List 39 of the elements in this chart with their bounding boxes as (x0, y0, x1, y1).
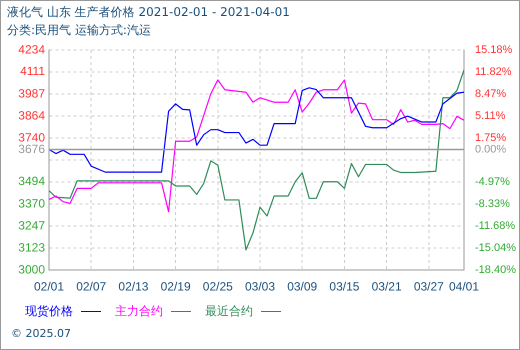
chart-subtitle: 分类:民用气 运输方式:汽运 (7, 22, 151, 39)
y2-tick-label: -8.33% (475, 198, 510, 210)
y2-tick-label: 15.18% (475, 44, 513, 56)
y-tick-label: 3370 (18, 196, 46, 210)
y2-tick-label: 11.82% (475, 66, 512, 78)
y-tick-label: 3247 (18, 218, 46, 232)
x-tick-label: 03/09 (287, 280, 318, 294)
y-tick-label: 3123 (18, 240, 46, 254)
chart-title: 液化气 山东 生产者价格 2021-02-01 - 2021-04-01 (7, 4, 290, 21)
y-tick-label: 3740 (18, 130, 46, 144)
y2-tick-label: 5.11% (475, 110, 506, 122)
y2-tick-label: -11.68% (475, 220, 516, 232)
legend-label: 主力合约 (115, 303, 163, 320)
y2-tick-label: 8.47% (475, 88, 506, 100)
x-tick-label: 02/19 (160, 280, 191, 294)
text: © 2025.07 (11, 327, 71, 340)
y2-tick-label: 0.00% (475, 143, 506, 156)
legend-label: 最近合约 (205, 303, 253, 320)
y2-tick-label: -18.40% (475, 264, 516, 276)
legend-label: 现货价格 (25, 303, 73, 320)
y-tick-label: 3000 (18, 262, 46, 276)
x-tick-label: 03/15 (329, 280, 360, 294)
y-tick-label: 3864 (18, 108, 46, 122)
x-tick-label: 03/27 (414, 280, 444, 294)
x-tick-label: 02/07 (76, 280, 107, 294)
y-tick-label: 3494 (18, 174, 46, 188)
y2-tick-label: -15.04% (475, 242, 516, 254)
x-tick-label: 02/13 (118, 280, 149, 294)
x-tick-label: 04/01 (448, 280, 480, 294)
y-tick-label: 3987 (18, 86, 46, 100)
x-tick-label: 03/03 (245, 280, 276, 294)
x-tick-label: 02/01 (34, 280, 64, 294)
y-tick-label: 4111 (20, 64, 46, 78)
y-tick-label: 3676 (18, 142, 46, 156)
y2-tick-label: 1.75% (475, 132, 506, 144)
y2-tick-label: -4.97% (475, 176, 510, 188)
x-tick-label: 02/25 (202, 280, 234, 294)
x-tick-label: 03/21 (372, 280, 402, 294)
y-tick-label: 4234 (18, 42, 46, 56)
